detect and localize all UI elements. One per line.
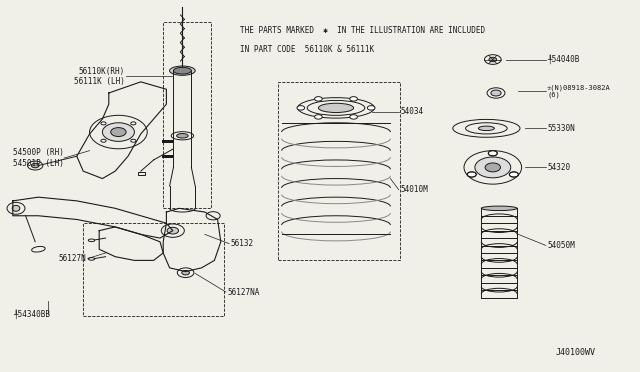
Ellipse shape: [170, 66, 195, 75]
FancyArrow shape: [162, 155, 173, 158]
Circle shape: [367, 106, 375, 110]
Circle shape: [315, 115, 322, 119]
Text: ╀54340BB: ╀54340BB: [13, 310, 50, 319]
Circle shape: [315, 97, 323, 101]
Circle shape: [467, 172, 476, 177]
Circle shape: [167, 227, 179, 234]
Bar: [163, 22, 211, 208]
Circle shape: [101, 139, 106, 142]
Circle shape: [131, 139, 136, 142]
Circle shape: [297, 106, 305, 110]
Circle shape: [31, 163, 39, 168]
Circle shape: [111, 128, 126, 137]
Text: IN PART CODE  56110K & 56111K: IN PART CODE 56110K & 56111K: [240, 45, 374, 54]
Circle shape: [131, 122, 136, 125]
Text: J40100WV: J40100WV: [556, 348, 595, 357]
Text: 54010M: 54010M: [400, 185, 428, 194]
Circle shape: [475, 157, 511, 178]
Text: 56110K(RH)
56111K (LH): 56110K(RH) 56111K (LH): [74, 67, 125, 86]
Circle shape: [491, 90, 501, 96]
Text: 54034: 54034: [400, 107, 423, 116]
Text: 54320: 54320: [547, 163, 570, 172]
Text: ✰(N)08918-3082A
(6): ✰(N)08918-3082A (6): [547, 84, 611, 98]
Bar: [138, 172, 145, 175]
Circle shape: [509, 172, 518, 177]
Text: 56127NA: 56127NA: [227, 288, 260, 296]
Text: ╀54040B: ╀54040B: [547, 55, 580, 64]
Ellipse shape: [12, 205, 20, 211]
Text: 56127N: 56127N: [59, 254, 86, 263]
Bar: [83, 223, 224, 316]
Circle shape: [182, 270, 189, 275]
Circle shape: [489, 57, 497, 62]
Text: THE PARTS MARKED  ✱  IN THE ILLUSTRATION ARE INCLUDED: THE PARTS MARKED ✱ IN THE ILLUSTRATION A…: [240, 26, 485, 35]
Ellipse shape: [319, 103, 354, 112]
Ellipse shape: [479, 126, 495, 131]
Bar: [278, 82, 400, 260]
Circle shape: [485, 163, 500, 172]
Ellipse shape: [481, 206, 517, 211]
Circle shape: [488, 151, 497, 156]
Circle shape: [350, 97, 357, 101]
Circle shape: [350, 115, 357, 119]
Circle shape: [101, 122, 106, 125]
Text: 54050M: 54050M: [547, 241, 575, 250]
Ellipse shape: [173, 67, 191, 74]
Text: 54500P (RH)
54501P (LH): 54500P (RH) 54501P (LH): [13, 148, 63, 168]
FancyArrow shape: [162, 140, 173, 143]
Ellipse shape: [177, 134, 188, 138]
Circle shape: [102, 123, 134, 141]
Text: 56132: 56132: [230, 239, 253, 248]
Text: 55330N: 55330N: [547, 124, 575, 133]
